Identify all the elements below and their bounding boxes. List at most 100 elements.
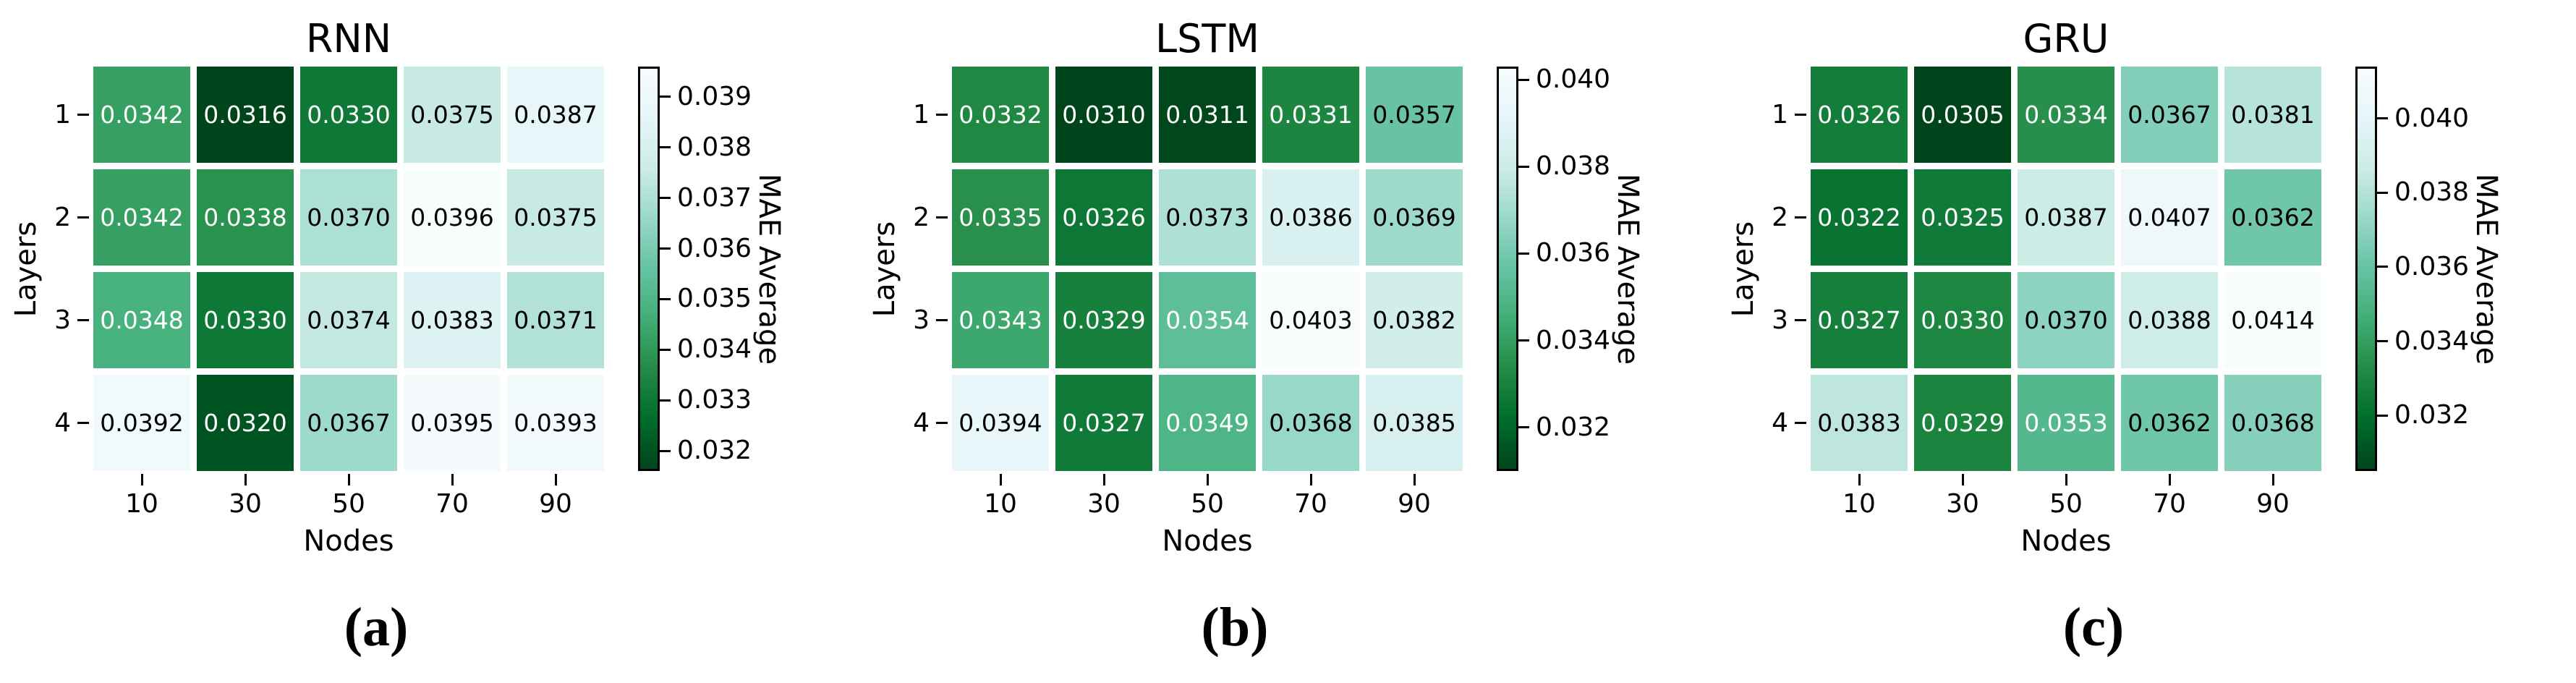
heatmap-cell: 0.0393 [507, 375, 604, 471]
heatmap-cell: 0.0370 [300, 169, 397, 266]
x-tick-label: 10 [984, 489, 1017, 519]
heatmap-cell: 0.0382 [1366, 272, 1463, 368]
colorbar [2355, 67, 2377, 471]
heatmap-cell: 0.0414 [2224, 272, 2321, 368]
x-tickmark [1309, 474, 1312, 485]
colorbar-tickmark [660, 399, 671, 402]
y-tick-label: 2 [913, 202, 930, 232]
heatmap-cell: 0.0362 [2224, 169, 2321, 266]
x-tick-label: 50 [1191, 489, 1224, 519]
heatmap-cell: 0.0383 [1811, 375, 1908, 471]
colorbar-tick-label: 0.040 [1536, 64, 1611, 95]
heatmap-cell: 0.0396 [404, 169, 501, 266]
heatmap-cell: 0.0342 [93, 67, 190, 163]
heatmap-cell: 0.0370 [2018, 272, 2114, 368]
colorbar-tickmark [1518, 426, 1529, 429]
heatmap-cell: 0.0322 [1811, 169, 1908, 266]
panel-caption: (c) [2062, 597, 2125, 658]
y-tickmark [77, 216, 89, 219]
y-tickmark [936, 422, 948, 424]
y-tickmark [1795, 114, 1806, 116]
x-tick-label: 50 [332, 489, 365, 519]
heatmap-cell: 0.0331 [1262, 67, 1359, 163]
heatmap-cell: 0.0407 [2121, 169, 2218, 266]
y-tickmark [77, 114, 89, 116]
heatmap-cell: 0.0330 [1914, 272, 2011, 368]
y-tickmark [1795, 216, 1806, 219]
y-tick-label: 3 [54, 305, 71, 335]
colorbar-tickmark [1518, 165, 1529, 168]
heatmap-cell: 0.0330 [300, 67, 397, 163]
y-tick-label: 1 [913, 99, 930, 130]
y-tickmark [77, 422, 89, 424]
heatmap-cell: 0.0354 [1159, 272, 1256, 368]
panel-rnn: RNN Layers 1 0.0342 0.0316 0.0330 0.0375 0.0387… [0, 0, 859, 683]
colorbar-tickmark [2377, 266, 2388, 268]
heatmap-cell: 0.0369 [1366, 169, 1463, 266]
heatmap-cell: 0.0343 [952, 272, 1049, 368]
heatmap-cell: 0.0387 [507, 67, 604, 163]
colorbar-tick-label: 0.035 [677, 284, 752, 314]
heatmap-cell: 0.0326 [1811, 67, 1908, 163]
y-tick-label: 1 [54, 99, 71, 130]
heatmap-cell: 0.0327 [1811, 272, 1908, 368]
colorbar-label: MAE Average [1611, 173, 1644, 365]
heatmap-cell: 0.0375 [404, 67, 501, 163]
heatmap-cell: 0.0394 [952, 375, 1049, 471]
panel-gru: GRU Layers 1 0.0326 0.0305 0.0334 0.0367 0.0381… [1717, 0, 2576, 683]
panel-caption: (a) [344, 597, 409, 658]
heatmap-cell: 0.0395 [404, 375, 501, 471]
colorbar-tickmark [660, 146, 671, 149]
x-tickmark [1206, 474, 1209, 485]
x-tickmark [2065, 474, 2067, 485]
heatmap-cell: 0.0310 [1055, 67, 1152, 163]
heatmap-cell: 0.0388 [2121, 272, 2218, 368]
heatmap-cell: 0.0329 [1055, 272, 1152, 368]
colorbar-tickmark [660, 449, 671, 452]
x-axis-label: Nodes [303, 525, 394, 558]
colorbar-tick-label: 0.039 [677, 81, 752, 111]
y-tick-label: 1 [1772, 99, 1788, 130]
y-tickmark [1795, 422, 1806, 424]
x-tickmark [554, 474, 557, 485]
x-tickmark [1858, 474, 1861, 485]
y-tick-label: 3 [913, 305, 930, 335]
y-axis-label: Layers [868, 221, 901, 317]
colorbar-tick-label: 0.034 [677, 334, 752, 365]
y-tickmark [936, 216, 948, 219]
x-tick-label: 70 [1294, 489, 1327, 519]
colorbar-tickmark [2377, 117, 2388, 120]
colorbar-tick-label: 0.032 [677, 436, 752, 466]
y-tick-label: 4 [913, 407, 930, 438]
x-tick-label: 10 [1842, 489, 1876, 519]
x-tick-label: 30 [1087, 489, 1121, 519]
colorbar-tickmark [1518, 339, 1529, 342]
y-tick-label: 2 [1772, 202, 1788, 232]
x-tickmark [2271, 474, 2274, 485]
heatmap-cell: 0.0342 [93, 169, 190, 266]
heatmap-cell: 0.0326 [1055, 169, 1152, 266]
heatmap-cell: 0.0349 [1159, 375, 1256, 471]
y-tick-label: 3 [1772, 305, 1788, 335]
x-tick-label: 50 [2049, 489, 2083, 519]
heatmap-cell: 0.0375 [507, 169, 604, 266]
heatmap-cell: 0.0334 [2018, 67, 2114, 163]
heatmap-cell: 0.0320 [197, 375, 294, 471]
plot-title: RNN [305, 16, 392, 61]
colorbar-label: MAE Average [2470, 173, 2503, 365]
colorbar-tickmark [660, 247, 671, 250]
heatmap-cell: 0.0367 [2121, 67, 2218, 163]
x-tickmark [999, 474, 1002, 485]
heatmap-cell: 0.0367 [300, 375, 397, 471]
y-tickmark [936, 319, 948, 321]
y-tickmark [936, 114, 948, 116]
heatmap-cell: 0.0338 [197, 169, 294, 266]
heatmap-cell: 0.0325 [1914, 169, 2011, 266]
x-tick-label: 90 [539, 489, 572, 519]
colorbar-tick-label: 0.032 [1536, 412, 1611, 442]
heatmap-cell: 0.0383 [404, 272, 501, 368]
colorbar-tick-label: 0.033 [677, 385, 752, 415]
colorbar-tick-label: 0.034 [1536, 325, 1611, 355]
heatmap-cell: 0.0387 [2018, 169, 2114, 266]
x-tickmark [1961, 474, 1964, 485]
